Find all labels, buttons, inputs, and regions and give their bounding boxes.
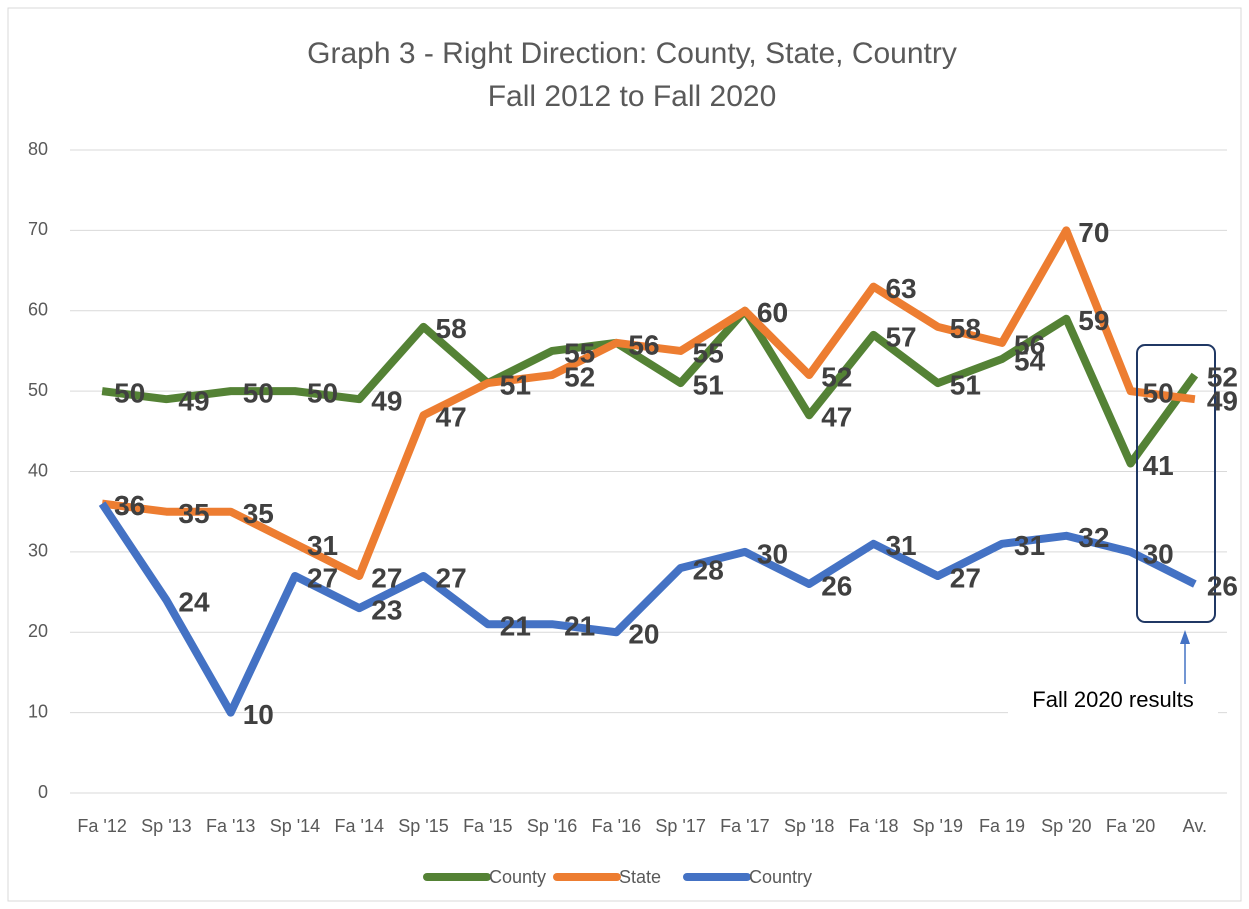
- chart-border: [7, 7, 1242, 902]
- data-label: 49: [1207, 386, 1238, 417]
- data-label: 21: [500, 611, 531, 642]
- data-label: 30: [1143, 538, 1174, 569]
- data-label: 57: [885, 321, 916, 352]
- data-label: 56: [628, 329, 659, 360]
- y-tick-label: 10: [28, 701, 48, 721]
- x-tick-label: Sp '14: [270, 816, 320, 836]
- chart-subtitle: Fall 2012 to Fall 2020: [488, 80, 777, 113]
- y-tick-label: 20: [28, 621, 48, 641]
- x-tick-label: Fa 19: [979, 816, 1025, 836]
- data-label: 26: [1207, 570, 1238, 601]
- annotation-bg: [1008, 684, 1218, 718]
- y-tick-label: 40: [28, 460, 48, 480]
- data-label: 50: [114, 378, 145, 409]
- y-tick-label: 70: [28, 219, 48, 239]
- data-label: 59: [1078, 305, 1109, 336]
- data-label: 20: [628, 619, 659, 650]
- data-label: 32: [1078, 522, 1109, 553]
- data-label: 35: [178, 498, 209, 529]
- data-label: 56: [628, 329, 659, 360]
- x-tick-label: Fa ‘18: [848, 816, 898, 836]
- data-label: 50: [1143, 378, 1174, 409]
- y-tick-label: 80: [28, 139, 48, 159]
- x-tick-label: Fa '12: [77, 816, 126, 836]
- data-label: 56: [1014, 329, 1045, 360]
- data-label: 24: [178, 586, 210, 617]
- x-tick-label: Fa '17: [720, 816, 769, 836]
- data-label: 21: [564, 611, 595, 642]
- chart-title: Graph 3 - Right Direction: County, State…: [307, 37, 957, 70]
- data-label: 47: [436, 402, 467, 433]
- legend-label: County: [489, 867, 546, 887]
- arrow-head: [1180, 630, 1190, 644]
- data-label: 55: [693, 337, 724, 368]
- data-label: 26: [821, 570, 852, 601]
- data-label: 10: [243, 699, 274, 730]
- data-label: 36: [114, 490, 145, 521]
- data-label: 27: [307, 562, 338, 593]
- legend-label: State: [619, 867, 661, 887]
- x-tick-label: Sp '15: [398, 816, 448, 836]
- data-label: 49: [178, 386, 209, 417]
- x-tick-label: Fa '14: [335, 816, 384, 836]
- data-label: 50: [243, 378, 274, 409]
- data-label: 27: [436, 562, 467, 593]
- data-label: 41: [1143, 450, 1174, 481]
- data-label: 31: [307, 530, 338, 561]
- data-label: 54: [1014, 345, 1046, 376]
- series-line: [101, 306, 1199, 468]
- x-tick-label: Fa '16: [592, 816, 641, 836]
- data-label: 51: [950, 369, 981, 400]
- data-label: 58: [950, 313, 981, 344]
- data-label: 60: [757, 297, 788, 328]
- data-label: 52: [564, 361, 595, 392]
- x-tick-label: Sp '17: [655, 816, 705, 836]
- data-label: 51: [693, 369, 724, 400]
- data-label: 47: [821, 402, 852, 433]
- data-label: 30: [757, 538, 788, 569]
- data-label: 52: [821, 361, 852, 392]
- x-tick-label: Av.: [1183, 816, 1207, 836]
- x-tick-label: Sp '20: [1041, 816, 1091, 836]
- data-label: 51: [500, 369, 531, 400]
- data-label: 55: [564, 337, 595, 368]
- data-label: 27: [950, 562, 981, 593]
- highlight-box: [1136, 344, 1216, 623]
- x-tick-label: Sp '16: [527, 816, 577, 836]
- data-label: 35: [243, 498, 274, 529]
- data-label: 23: [371, 595, 402, 626]
- x-tick-label: Sp '19: [913, 816, 963, 836]
- x-tick-label: Sp '13: [141, 816, 191, 836]
- data-label: 58: [436, 313, 467, 344]
- x-tick-label: Fa '13: [206, 816, 255, 836]
- y-tick-label: 60: [28, 300, 48, 320]
- series-line: [101, 226, 1196, 580]
- y-tick-label: 50: [28, 380, 48, 400]
- data-label: 52: [1207, 361, 1238, 392]
- y-tick-label: 0: [38, 782, 48, 802]
- annotation: Fall 2020 results: [1032, 687, 1193, 712]
- x-tick-label: Fa '20: [1106, 816, 1155, 836]
- data-label: 49: [371, 386, 402, 417]
- data-label: 31: [1014, 530, 1045, 561]
- data-label: 60: [757, 297, 788, 328]
- data-label: 28: [693, 554, 724, 585]
- legend-label: Country: [749, 867, 812, 887]
- data-label: 51: [500, 369, 531, 400]
- data-label: 63: [885, 273, 916, 304]
- data-label: 36: [114, 490, 145, 521]
- data-label: 70: [1078, 217, 1109, 248]
- x-tick-label: Fa '15: [463, 816, 512, 836]
- data-label: 50: [307, 378, 338, 409]
- data-label: 27: [371, 562, 402, 593]
- data-label: 31: [885, 530, 916, 561]
- series-line: [98, 501, 1197, 717]
- x-tick-label: Sp '18: [784, 816, 834, 836]
- y-tick-label: 30: [28, 541, 48, 561]
